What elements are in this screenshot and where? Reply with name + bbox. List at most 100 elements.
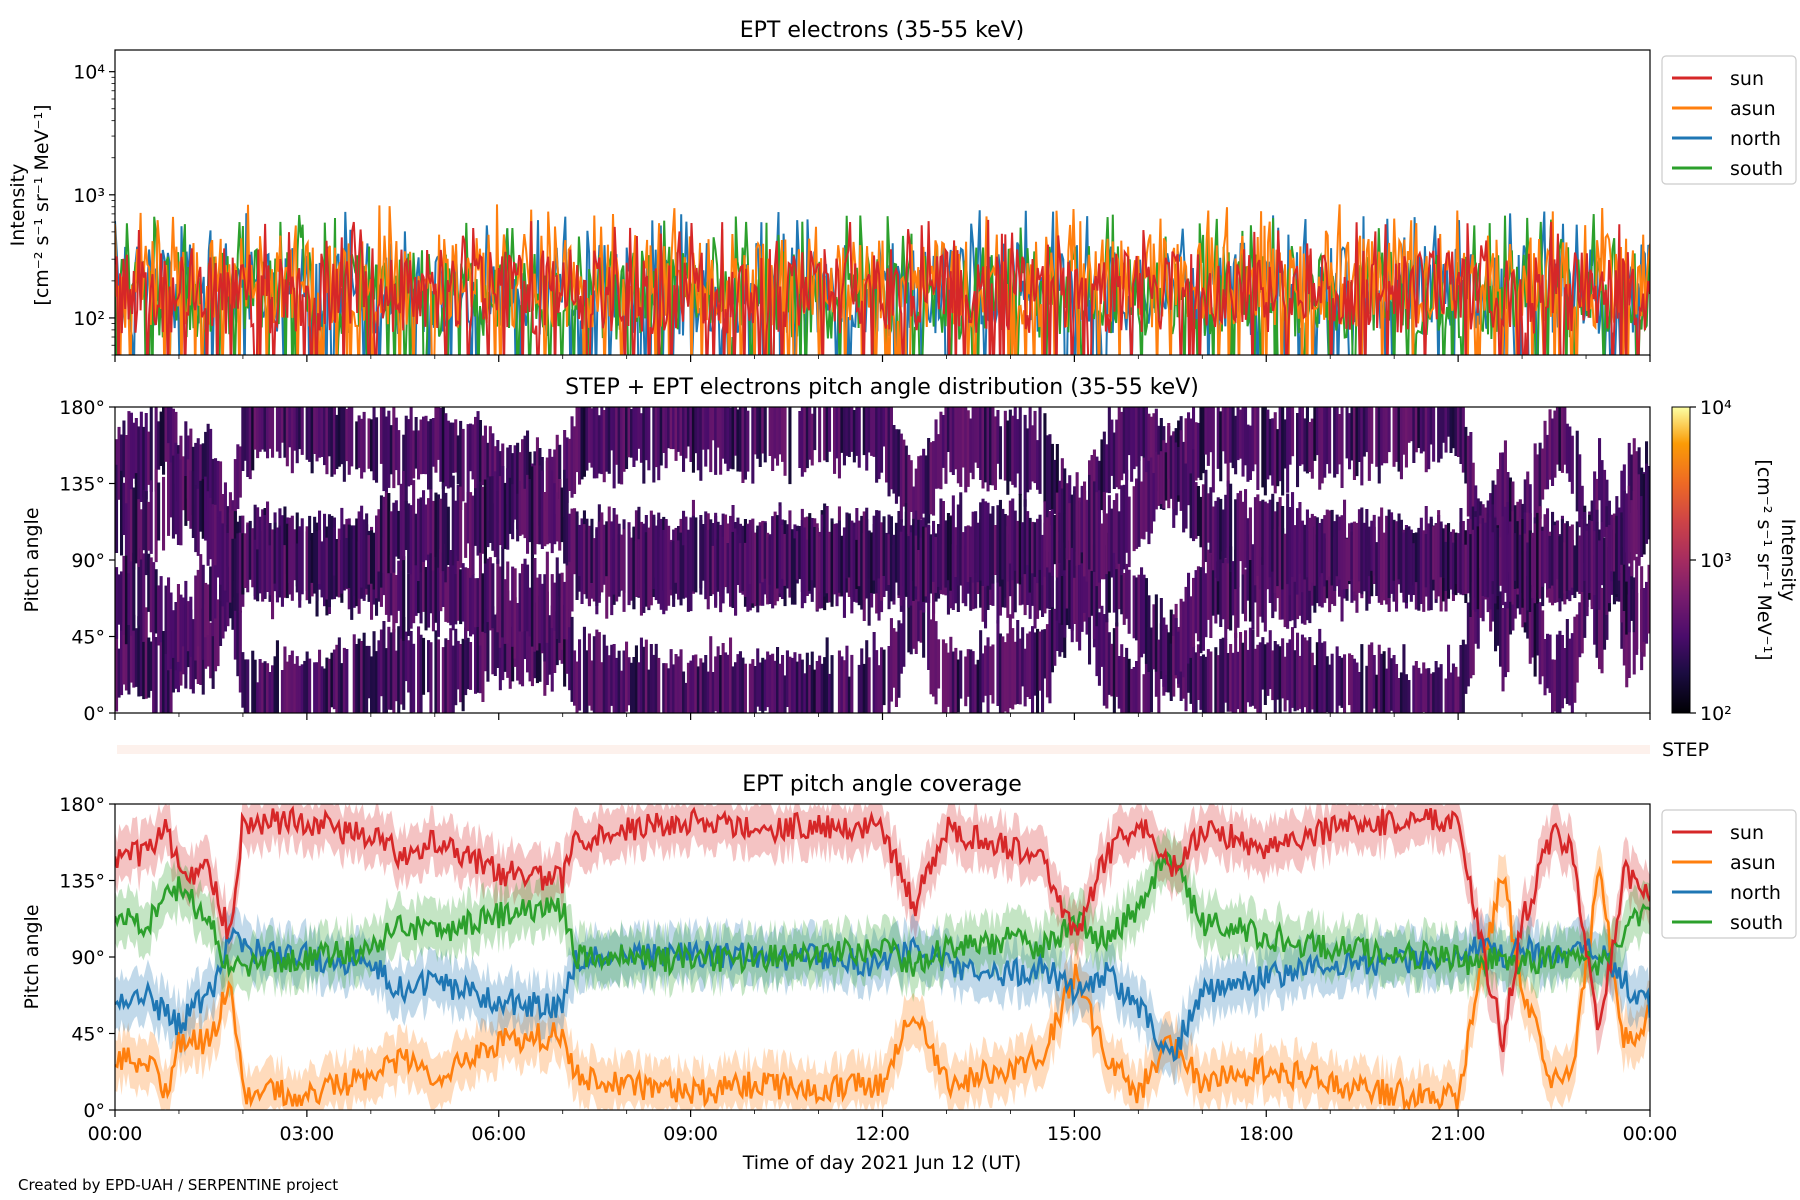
- pad-cell: [318, 407, 322, 458]
- pad-cell: [1100, 605, 1104, 667]
- pad-cell: [1392, 655, 1396, 713]
- pad-cell: [1637, 474, 1641, 566]
- pad-cell: [246, 524, 250, 593]
- x-ticks-intensity: [114, 355, 1651, 362]
- pad-cell: [1001, 636, 1005, 713]
- pad-cell: [511, 626, 515, 682]
- pad-cell: [1065, 548, 1069, 609]
- pad-cell: [855, 407, 859, 456]
- pad-cell: [1407, 407, 1411, 443]
- pad-cell: [1038, 631, 1042, 691]
- pad-cell: [934, 621, 938, 705]
- pad-cell: [1323, 407, 1327, 478]
- pad-cell: [785, 650, 789, 707]
- pad-cell: [798, 411, 802, 468]
- pad-cell: [493, 471, 497, 558]
- pad-cell: [1320, 407, 1324, 484]
- pad-cell: [1598, 586, 1602, 670]
- x-tick-label: 12:00: [855, 1123, 910, 1145]
- pad-cell: [127, 478, 131, 574]
- pad-cell: [1466, 518, 1470, 594]
- pad-cell: [951, 495, 955, 589]
- pad-cell: [171, 408, 175, 470]
- pad-cell: [209, 428, 213, 503]
- pad-cell: [1192, 645, 1196, 713]
- pad-cell: [1112, 500, 1116, 553]
- pad-cell: [1211, 554, 1215, 616]
- pad-cell: [1595, 577, 1599, 658]
- pad-cell: [964, 656, 968, 707]
- pad-cell: [741, 407, 745, 483]
- pad-cell: [318, 530, 322, 585]
- pad-cell: [1620, 555, 1624, 623]
- pad-cell: [736, 654, 740, 713]
- pad-cell: [1603, 469, 1607, 538]
- pad-cell: [1491, 532, 1495, 582]
- pad-cell: [449, 628, 453, 713]
- pad-cell: [1494, 556, 1498, 652]
- pad-cell: [424, 504, 428, 561]
- pad-cell: [129, 489, 133, 562]
- pad-cell: [553, 483, 557, 545]
- pad-cell: [290, 407, 294, 474]
- pad-cell: [902, 525, 906, 600]
- pad-cell: [1095, 456, 1099, 511]
- pad-cell: [1348, 523, 1352, 581]
- pad-cell: [1501, 608, 1505, 692]
- pad-cell: [300, 407, 304, 455]
- pad-cell: [256, 507, 260, 586]
- pad-cell: [1026, 556, 1030, 605]
- pad-cell: [1045, 435, 1049, 523]
- pad-cell: [1033, 522, 1037, 577]
- pad-cell: [154, 469, 158, 563]
- pad-cell: [761, 520, 765, 583]
- pad-cell: [1063, 544, 1067, 638]
- pad-cell: [887, 407, 891, 497]
- pad-cell: [1323, 533, 1327, 587]
- pad-cell: [139, 548, 143, 642]
- pad-cell: [526, 592, 530, 673]
- pad-cell: [951, 651, 955, 713]
- pad-cell: [397, 626, 401, 713]
- pad-cell: [523, 488, 527, 539]
- pad-cell: [1464, 544, 1468, 594]
- pad-cell: [431, 558, 435, 632]
- pad-cell: [590, 408, 594, 468]
- pad-cell: [407, 640, 411, 693]
- pad-cell: [979, 630, 983, 713]
- pad-cell: [384, 648, 388, 713]
- pad-cell: [1256, 407, 1260, 490]
- pad-cell: [1008, 409, 1012, 482]
- pad-cell: [451, 645, 455, 713]
- pad-cell: [162, 476, 166, 551]
- step-label: STEP: [1662, 739, 1709, 761]
- pad-cell: [1573, 616, 1577, 703]
- coverage-line-sun: [115, 805, 1650, 1053]
- pad-cell: [365, 513, 369, 589]
- pad-cell: [1036, 628, 1040, 713]
- pad-cell: [511, 484, 515, 540]
- pad-cell: [1318, 628, 1322, 713]
- pad-cell: [258, 659, 262, 713]
- pad-cell: [620, 670, 624, 713]
- pad-cell: [1273, 511, 1277, 593]
- pad-cell: [275, 640, 279, 713]
- pad-cell: [498, 566, 502, 648]
- pad-cell: [169, 592, 173, 669]
- pad-cell: [236, 533, 240, 594]
- pad-cell: [627, 522, 631, 602]
- pad-cell: [1481, 518, 1485, 596]
- pad-cell: [409, 505, 413, 575]
- pad-cell: [122, 420, 126, 478]
- pad-cell: [308, 658, 312, 713]
- pad-cell: [872, 407, 876, 457]
- pad-cell: [1199, 407, 1203, 481]
- pad-cell: [469, 492, 473, 578]
- pad-cell: [174, 602, 178, 671]
- pad-cell: [288, 655, 292, 713]
- pad-cell: [1256, 541, 1260, 637]
- pad-cell: [407, 503, 411, 574]
- pad-cell: [1117, 656, 1121, 709]
- pad-cell: [263, 661, 267, 713]
- pad-cell: [389, 632, 393, 710]
